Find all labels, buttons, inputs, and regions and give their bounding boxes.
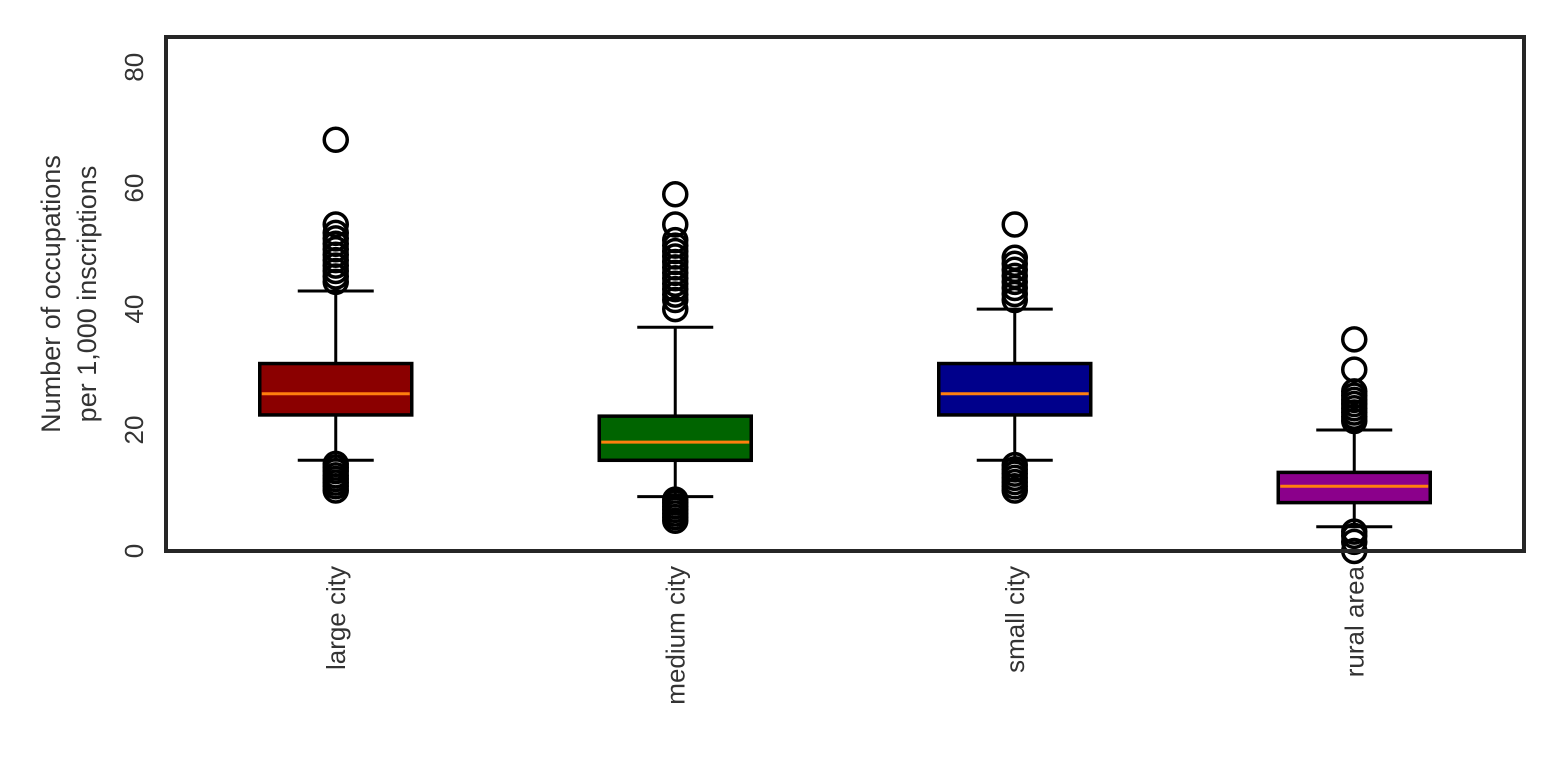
outlier-point [1001,451,1028,479]
y-axis: 0 20 40 60 80 [119,53,149,558]
x-tick-label: large city [321,566,351,670]
y-axis-label-line-1: Number of occupations [36,155,66,433]
box-group-rural-area [1276,326,1432,565]
outlier-point [1341,326,1368,353]
box-iqr [258,361,414,417]
outlier-point [1341,518,1368,545]
outlier-point [662,211,689,238]
y-tick-label: 40 [119,295,149,324]
y-tick-label: 20 [119,416,149,445]
y-tick-label: 60 [119,174,149,203]
outlier-point [322,219,349,247]
x-tick-label: medium city [660,566,690,705]
plot-frame [164,35,1526,553]
y-tick-label: 80 [119,53,149,82]
outlier-point [662,226,689,254]
x-tick-label: small city [1000,566,1030,673]
box-iqr [597,414,753,463]
outlier-point [662,180,689,208]
outlier-point [322,126,349,154]
box-group-small-city [937,211,1093,504]
plot-area [258,126,1432,565]
outlier-point [662,295,689,323]
x-axis: large city medium city small city rural are… [321,565,1370,704]
x-tick-label: rural area [1339,565,1369,677]
outlier-point [1341,356,1368,383]
y-axis-label-line-2: per 1,000 inscriptions [72,166,102,423]
outlier-point [1001,211,1028,238]
outlier-point [322,211,349,238]
box-group-medium-city [597,180,753,535]
outlier-point [662,486,689,513]
box-iqr [937,361,1093,417]
outlier-point [1001,244,1028,271]
y-tick-label: 0 [119,544,149,558]
outlier-point [322,450,349,478]
box-group-large-city [258,126,414,504]
